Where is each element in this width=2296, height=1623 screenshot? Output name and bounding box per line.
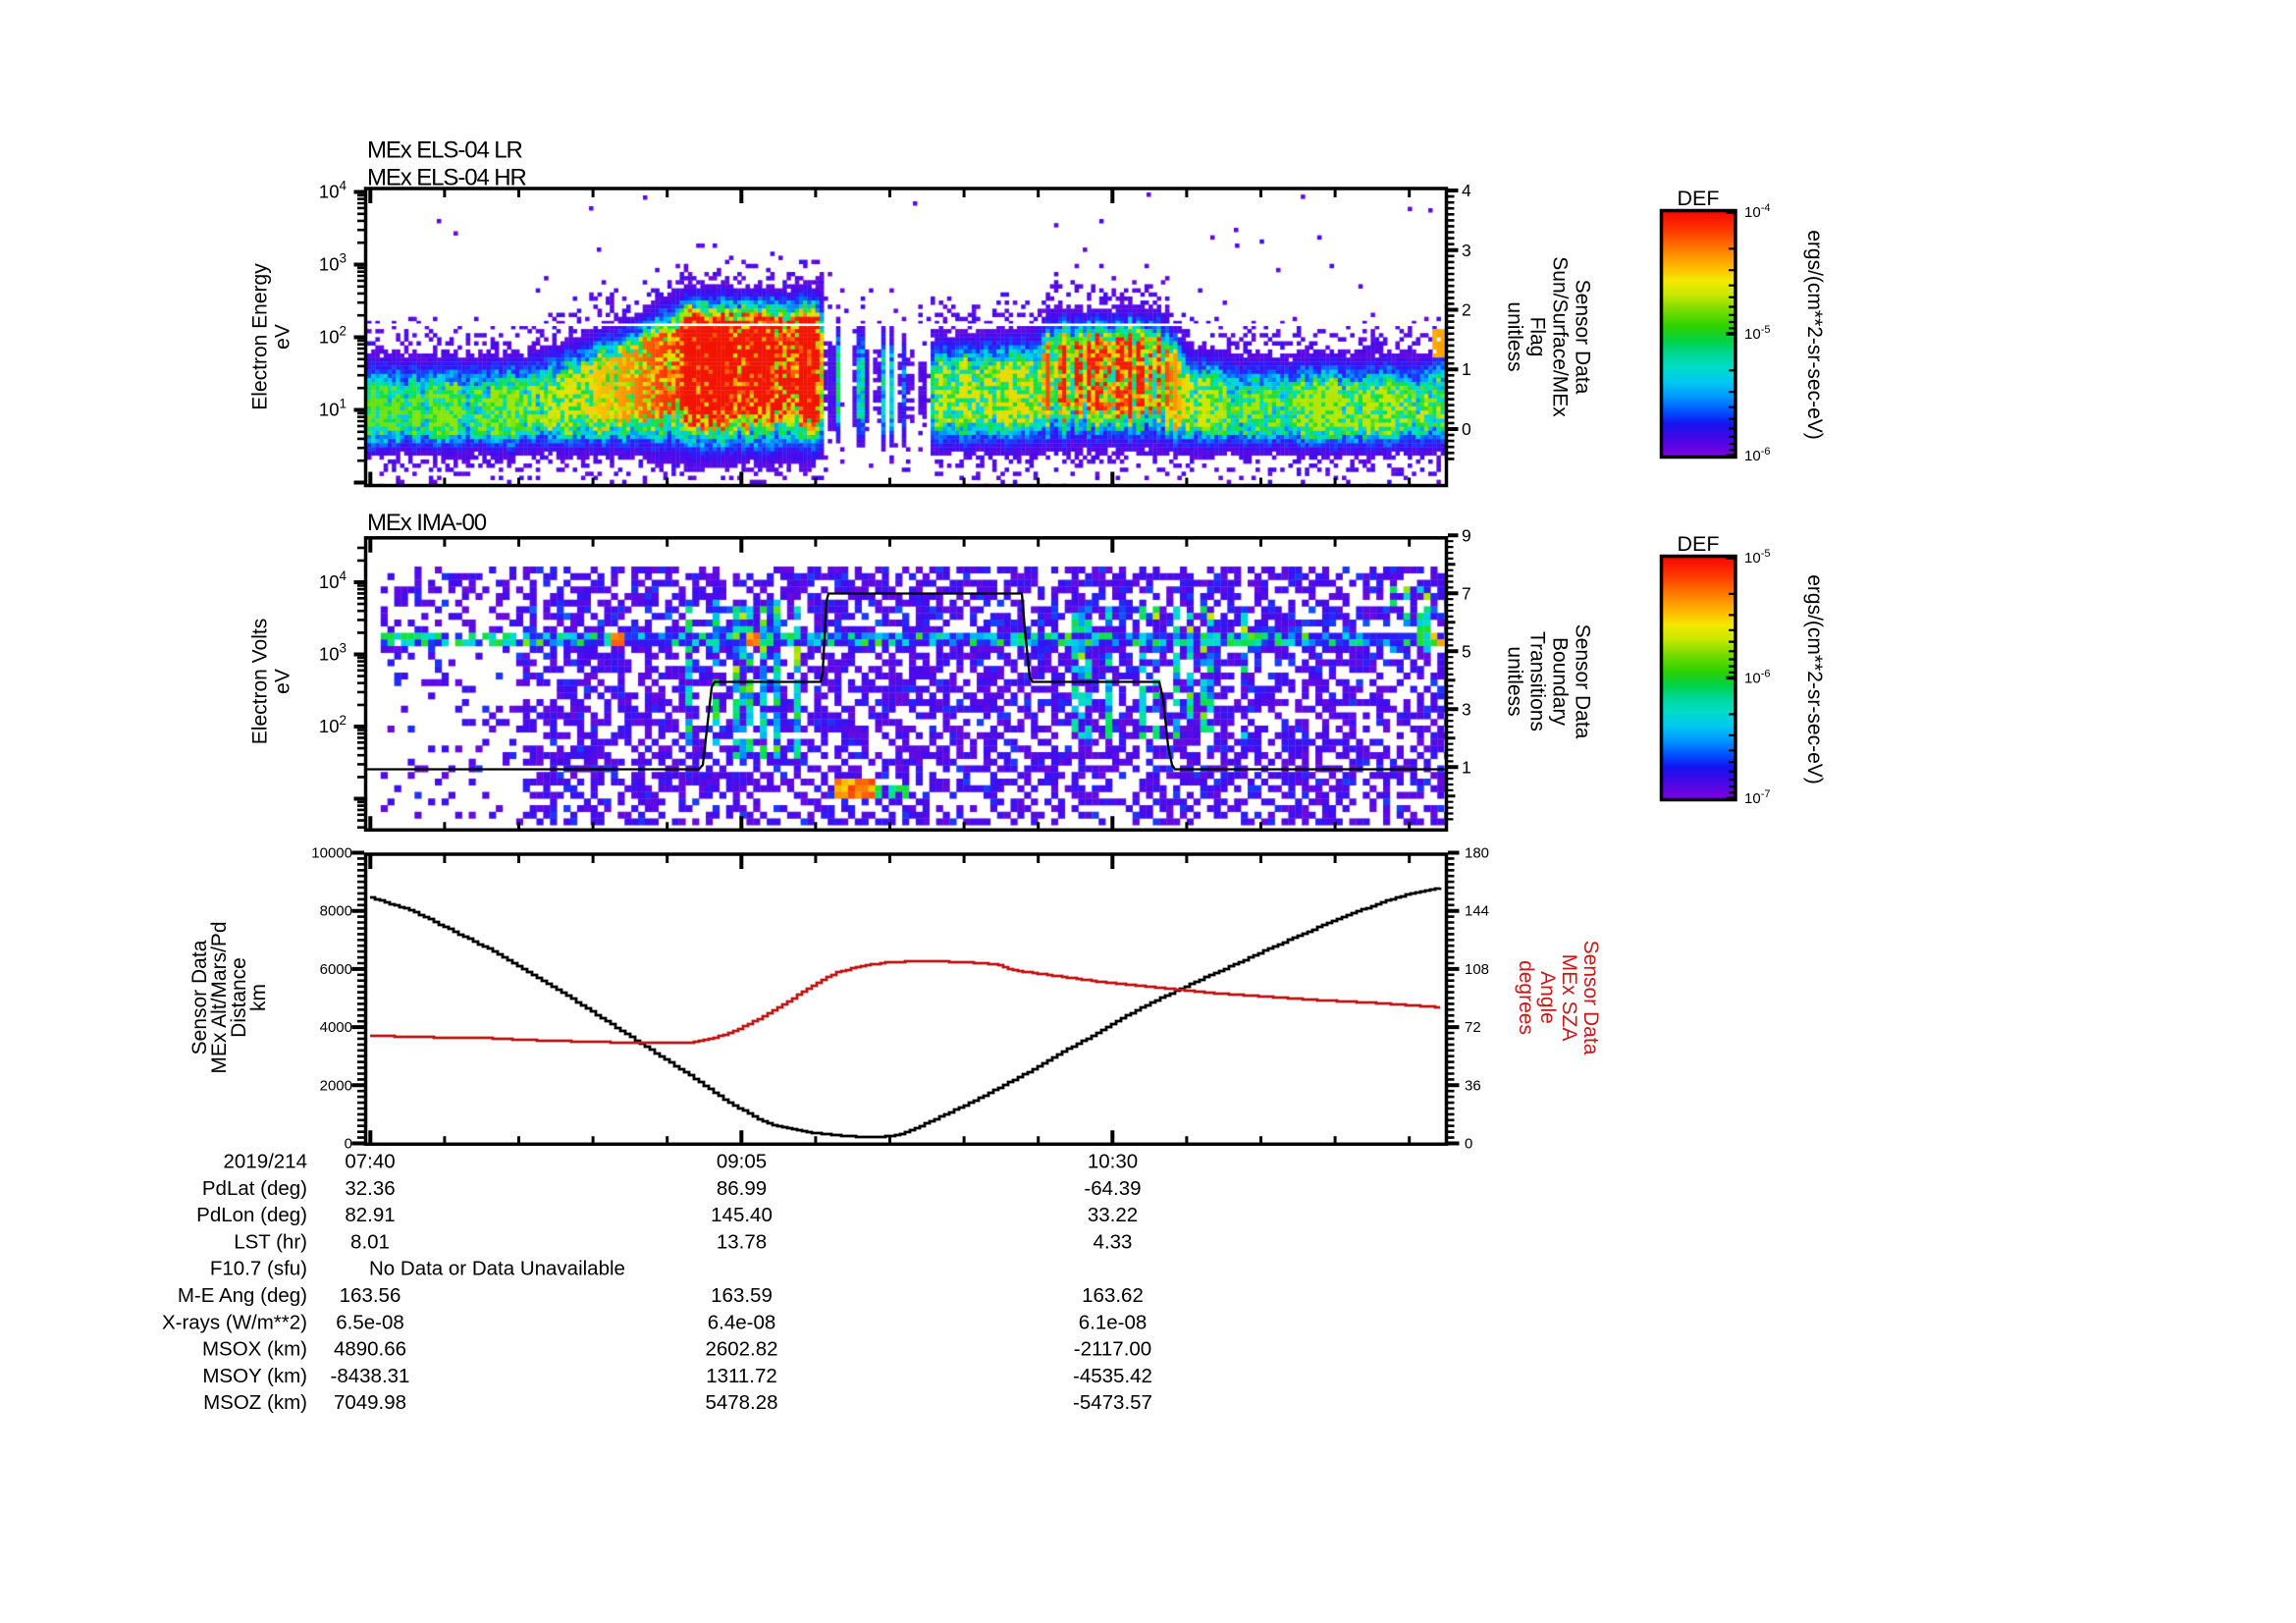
- svg-text:102: 102: [319, 324, 347, 348]
- svg-text:10-5: 10-5: [1744, 548, 1770, 567]
- svg-text:8.01: 8.01: [350, 1230, 390, 1253]
- svg-text:6000: 6000: [320, 961, 352, 978]
- svg-text:103: 103: [319, 641, 347, 665]
- svg-text:10-4: 10-4: [1744, 202, 1770, 221]
- svg-text:07:40: 07:40: [345, 1151, 395, 1173]
- svg-text:Electron VoltseV: Electron VoltseV: [249, 619, 294, 744]
- svg-text:-64.39: -64.39: [1084, 1177, 1141, 1200]
- svg-text:-5473.57: -5473.57: [1073, 1391, 1152, 1414]
- svg-text:86.99: 86.99: [717, 1177, 767, 1200]
- svg-text:163.62: 163.62: [1082, 1284, 1144, 1307]
- svg-text:32.36: 32.36: [345, 1177, 395, 1200]
- svg-text:LST (hr): LST (hr): [234, 1230, 307, 1253]
- svg-text:5478.28: 5478.28: [705, 1391, 777, 1414]
- svg-text:Sensor DataSun/Surface/MExFlag: Sensor DataSun/Surface/MExFlagunitless: [1504, 256, 1594, 417]
- svg-text:1: 1: [1462, 359, 1471, 379]
- svg-text:9: 9: [1462, 525, 1471, 545]
- svg-text:10000: 10000: [311, 845, 352, 862]
- svg-text:ergs/(cm**2-sr-sec-eV): ergs/(cm**2-sr-sec-eV): [1803, 574, 1826, 784]
- svg-text:MEx IMA-00: MEx IMA-00: [367, 510, 487, 536]
- svg-text:102: 102: [319, 713, 347, 736]
- svg-text:2: 2: [1462, 300, 1471, 320]
- svg-text:10-6: 10-6: [1744, 669, 1770, 687]
- svg-text:09:05: 09:05: [717, 1151, 767, 1173]
- svg-text:10-7: 10-7: [1744, 788, 1770, 807]
- svg-text:-2117.00: -2117.00: [1074, 1338, 1151, 1361]
- svg-text:PdLon (deg): PdLon (deg): [196, 1204, 307, 1226]
- svg-text:6.5e-08: 6.5e-08: [336, 1311, 404, 1333]
- svg-text:MSOY (km): MSOY (km): [202, 1365, 307, 1387]
- svg-text:2602.82: 2602.82: [705, 1338, 777, 1361]
- svg-text:0: 0: [1462, 419, 1471, 439]
- svg-text:DEF: DEF: [1678, 187, 1720, 210]
- svg-text:MEx ELS-04 HR: MEx ELS-04 HR: [367, 165, 527, 191]
- svg-text:82.91: 82.91: [345, 1204, 395, 1226]
- svg-text:36: 36: [1465, 1077, 1481, 1094]
- svg-text:145.40: 145.40: [711, 1204, 773, 1226]
- svg-text:M-E Ang (deg): M-E Ang (deg): [178, 1284, 307, 1307]
- svg-text:10:30: 10:30: [1088, 1151, 1138, 1173]
- svg-text:103: 103: [319, 251, 347, 275]
- svg-text:163.59: 163.59: [711, 1284, 773, 1307]
- svg-text:Sensor DataMEx SZAAngledegrees: Sensor DataMEx SZAAngledegrees: [1515, 941, 1602, 1055]
- svg-text:144: 144: [1465, 903, 1489, 920]
- svg-text:10-5: 10-5: [1744, 324, 1770, 343]
- svg-text:104: 104: [319, 568, 347, 592]
- svg-text:2000: 2000: [320, 1077, 352, 1094]
- svg-text:6.1e-08: 6.1e-08: [1079, 1311, 1148, 1333]
- svg-text:MEx ELS-04 LR: MEx ELS-04 LR: [367, 137, 523, 164]
- svg-text:163.56: 163.56: [340, 1284, 401, 1307]
- svg-text:PdLat (deg): PdLat (deg): [202, 1177, 307, 1200]
- svg-text:ergs/(cm**2-sr-sec-eV): ergs/(cm**2-sr-sec-eV): [1803, 230, 1826, 440]
- svg-text:3: 3: [1462, 241, 1471, 260]
- svg-text:F10.7 (sfu): F10.7 (sfu): [210, 1258, 307, 1280]
- svg-text:0: 0: [1465, 1136, 1472, 1153]
- svg-text:DEF: DEF: [1678, 532, 1720, 556]
- svg-text:10-6: 10-6: [1744, 446, 1770, 464]
- svg-text:7: 7: [1462, 583, 1471, 603]
- svg-text:1: 1: [1462, 757, 1471, 777]
- svg-text:72: 72: [1465, 1019, 1481, 1036]
- svg-text:7049.98: 7049.98: [334, 1391, 406, 1414]
- svg-text:Sensor DataBoundaryTransitions: Sensor DataBoundaryTransitionsunitless: [1504, 624, 1594, 739]
- svg-text:3: 3: [1462, 699, 1471, 719]
- svg-text:108: 108: [1465, 961, 1489, 978]
- svg-text:-4535.42: -4535.42: [1073, 1365, 1152, 1387]
- svg-text:Electron EnergyeV: Electron EnergyeV: [249, 263, 294, 410]
- svg-text:Sensor DataMEx Alt/Mars/PdDist: Sensor DataMEx Alt/Mars/PdDistancekm: [188, 921, 270, 1073]
- svg-text:6.4e-08: 6.4e-08: [708, 1311, 776, 1333]
- svg-text:MSOX (km): MSOX (km): [202, 1338, 307, 1361]
- svg-text:X-rays (W/m**2): X-rays (W/m**2): [162, 1311, 307, 1333]
- svg-text:8000: 8000: [320, 903, 352, 920]
- svg-text:4.33: 4.33: [1094, 1230, 1133, 1253]
- svg-text:-8438.31: -8438.31: [331, 1365, 410, 1387]
- svg-text:33.22: 33.22: [1088, 1204, 1138, 1226]
- svg-text:4: 4: [1462, 181, 1471, 200]
- svg-text:1311.72: 1311.72: [706, 1365, 777, 1387]
- svg-text:180: 180: [1465, 845, 1489, 862]
- svg-text:5: 5: [1462, 641, 1471, 661]
- svg-text:4890.66: 4890.66: [334, 1338, 406, 1361]
- svg-text:2019/214: 2019/214: [223, 1151, 307, 1173]
- svg-text:101: 101: [319, 397, 347, 420]
- svg-text:0: 0: [345, 1136, 352, 1153]
- svg-text:MSOZ (km): MSOZ (km): [203, 1391, 307, 1414]
- svg-text:104: 104: [319, 179, 347, 202]
- svg-text:No Data or Data Unavailable: No Data or Data Unavailable: [369, 1258, 625, 1280]
- svg-text:13.78: 13.78: [717, 1230, 767, 1253]
- svg-text:4000: 4000: [320, 1019, 352, 1036]
